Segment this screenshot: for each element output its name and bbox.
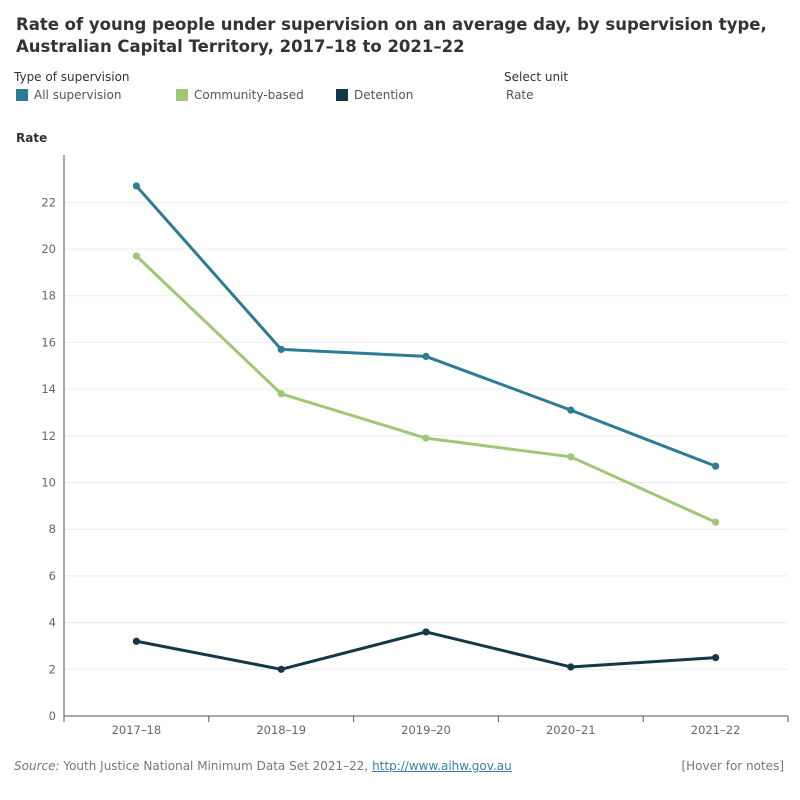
y-tick-label: 6 xyxy=(49,569,56,583)
source-link[interactable]: http://www.aihw.gov.au xyxy=(372,759,512,773)
data-point-detention[interactable] xyxy=(567,663,575,671)
y-tick-label: 8 xyxy=(49,522,56,536)
legend-swatch xyxy=(16,89,28,101)
y-tick-label: 22 xyxy=(41,195,56,209)
data-point-community-based[interactable] xyxy=(567,453,575,461)
data-point-all-supervision[interactable] xyxy=(422,352,430,361)
legend-label: All supervision xyxy=(34,88,122,102)
data-point-all-supervision[interactable] xyxy=(277,345,285,354)
source-label: Source: xyxy=(14,759,60,773)
data-point-detention[interactable] xyxy=(277,665,285,673)
data-point-community-based[interactable] xyxy=(132,252,140,260)
hover-for-notes[interactable]: [Hover for notes] xyxy=(681,759,784,773)
y-tick-label: 12 xyxy=(41,429,56,443)
y-tick-label: 10 xyxy=(41,476,56,490)
legend-item-all-supervision[interactable]: All supervision xyxy=(16,88,121,102)
y-tick-label: 14 xyxy=(41,382,56,396)
data-point-detention[interactable] xyxy=(712,654,720,662)
series-line-detention xyxy=(136,630,716,671)
data-point-community-based[interactable] xyxy=(277,390,285,398)
y-tick-label: 16 xyxy=(41,335,56,349)
legend: Type of supervision All supervision Comm… xyxy=(14,70,494,108)
x-tick-label: 2017–18 xyxy=(112,723,162,737)
chart-title: Rate of young people under supervision o… xyxy=(16,15,767,56)
data-point-detention[interactable] xyxy=(132,637,140,645)
data-point-detention[interactable] xyxy=(422,628,430,636)
y-tick-label: 2 xyxy=(49,662,56,676)
y-tick-label: 0 xyxy=(49,709,56,723)
x-tick-label: 2019–20 xyxy=(401,723,451,737)
legend-item-community-based[interactable]: Community-based xyxy=(176,88,304,102)
x-tick-label: 2021–22 xyxy=(691,723,741,737)
data-point-community-based[interactable] xyxy=(712,518,720,526)
unit-selector-value[interactable]: Rate xyxy=(506,88,534,102)
y-axis-label: Rate xyxy=(16,131,48,145)
data-point-all-supervision[interactable] xyxy=(567,406,575,414)
legend-label: Community-based xyxy=(194,88,304,102)
source-text: Youth Justice National Minimum Data Set … xyxy=(59,759,373,773)
legend-swatch xyxy=(336,89,348,101)
series-line-all-supervision xyxy=(135,184,717,468)
y-tick-label: 20 xyxy=(41,242,56,256)
unit-selector: Select unit Rate xyxy=(504,70,568,102)
y-tick-label: 18 xyxy=(41,289,56,303)
legend-title: Type of supervision xyxy=(14,70,130,84)
data-point-all-supervision[interactable] xyxy=(712,462,720,470)
legend-label: Detention xyxy=(354,88,414,102)
data-point-all-supervision[interactable] xyxy=(132,182,140,190)
legend-item-detention[interactable]: Detention xyxy=(336,88,413,102)
y-tick-label: 4 xyxy=(49,616,56,630)
x-tick-label: 2020–21 xyxy=(546,723,596,737)
source-note: Source: Youth Justice National Minimum D… xyxy=(14,759,512,773)
unit-selector-title: Select unit xyxy=(504,70,569,84)
x-tick-label: 2018–19 xyxy=(256,723,306,737)
legend-swatch xyxy=(176,89,188,101)
data-point-community-based[interactable] xyxy=(422,434,430,442)
